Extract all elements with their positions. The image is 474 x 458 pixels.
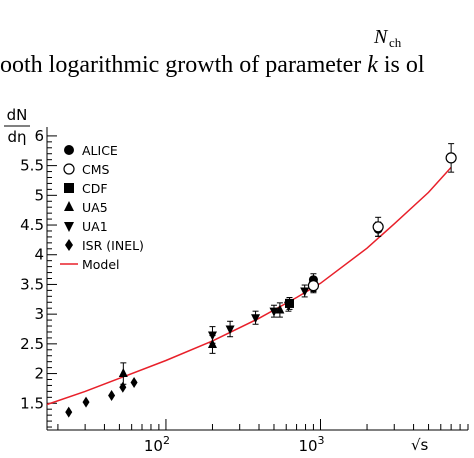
cdf-point <box>284 298 294 308</box>
legend-label: Model <box>82 257 120 272</box>
data-markers <box>65 143 457 418</box>
cms-point <box>307 280 320 292</box>
legend-label: UA1 <box>82 219 108 234</box>
ua1-point <box>251 314 261 324</box>
caption-var: k <box>367 52 378 78</box>
formula-fragment: N <box>373 26 389 48</box>
y-label-denominator: dη <box>7 128 26 146</box>
y-label-numerator: dN <box>7 106 28 124</box>
ua5-point <box>207 338 217 348</box>
legend-label: CMS <box>82 162 110 177</box>
y-tick-label: 5.5 <box>20 157 44 175</box>
legend-label: UA5 <box>82 200 108 215</box>
legend-label: ALICE <box>82 143 118 158</box>
y-tick-label: 3 <box>34 305 44 323</box>
y-tick-label: 3.5 <box>20 275 44 293</box>
legend-swatch <box>64 222 74 232</box>
x-axis-label: √s <box>411 436 429 454</box>
legend-swatch <box>64 183 74 193</box>
ua1-point <box>300 287 310 297</box>
y-tick-label: 2.5 <box>20 335 44 353</box>
cms-point <box>445 152 457 164</box>
caption-prefix: ooth logarithmic growth of parameter <box>0 52 367 78</box>
ua5-point <box>275 304 285 314</box>
isr-inel-point <box>130 376 138 388</box>
isr-inel-point <box>65 406 73 418</box>
caption-line: ooth logarithmic growth of parameter k i… <box>0 52 425 78</box>
y-tick-label: 2 <box>34 365 44 383</box>
ua5-point <box>118 368 128 378</box>
legend: ALICE CMS CDF UA5 UA1 ISR (INEL) Model <box>60 143 144 272</box>
ua1-point <box>225 325 235 335</box>
isr-inel-point <box>82 396 90 408</box>
header-text: N ch ooth logarithmic growth of paramete… <box>0 26 425 78</box>
ua1-point <box>269 307 279 317</box>
legend-swatch <box>64 201 74 211</box>
legend-swatch <box>64 145 74 155</box>
y-tick-label: 6 <box>34 127 44 145</box>
x-ticks: 102 103 <box>57 419 469 455</box>
y-tick-label: 5 <box>34 186 44 204</box>
y-tick-label: 4 <box>34 246 44 264</box>
cms-point <box>372 221 384 233</box>
y-axis-label: dN dη <box>4 106 30 146</box>
formula-subscript: ch <box>389 35 402 50</box>
x-tick-label: 102 <box>144 434 170 455</box>
plot-axes <box>46 127 468 431</box>
caption-suffix: is ol <box>378 52 425 78</box>
y-ticks: 1.5 2 2.5 3 3.5 4 4.5 5 5.5 6 <box>20 127 57 428</box>
y-tick-label: 4.5 <box>20 216 44 234</box>
legend-label: ISR (INEL) <box>82 238 144 253</box>
isr-inel-point <box>119 381 127 393</box>
isr-inel-point <box>108 390 116 402</box>
legend-swatch <box>65 239 73 251</box>
x-tick-label: 103 <box>298 434 324 455</box>
y-tick-label: 1.5 <box>20 394 44 412</box>
legend-swatch <box>63 163 75 175</box>
legend-label: CDF <box>82 181 108 196</box>
